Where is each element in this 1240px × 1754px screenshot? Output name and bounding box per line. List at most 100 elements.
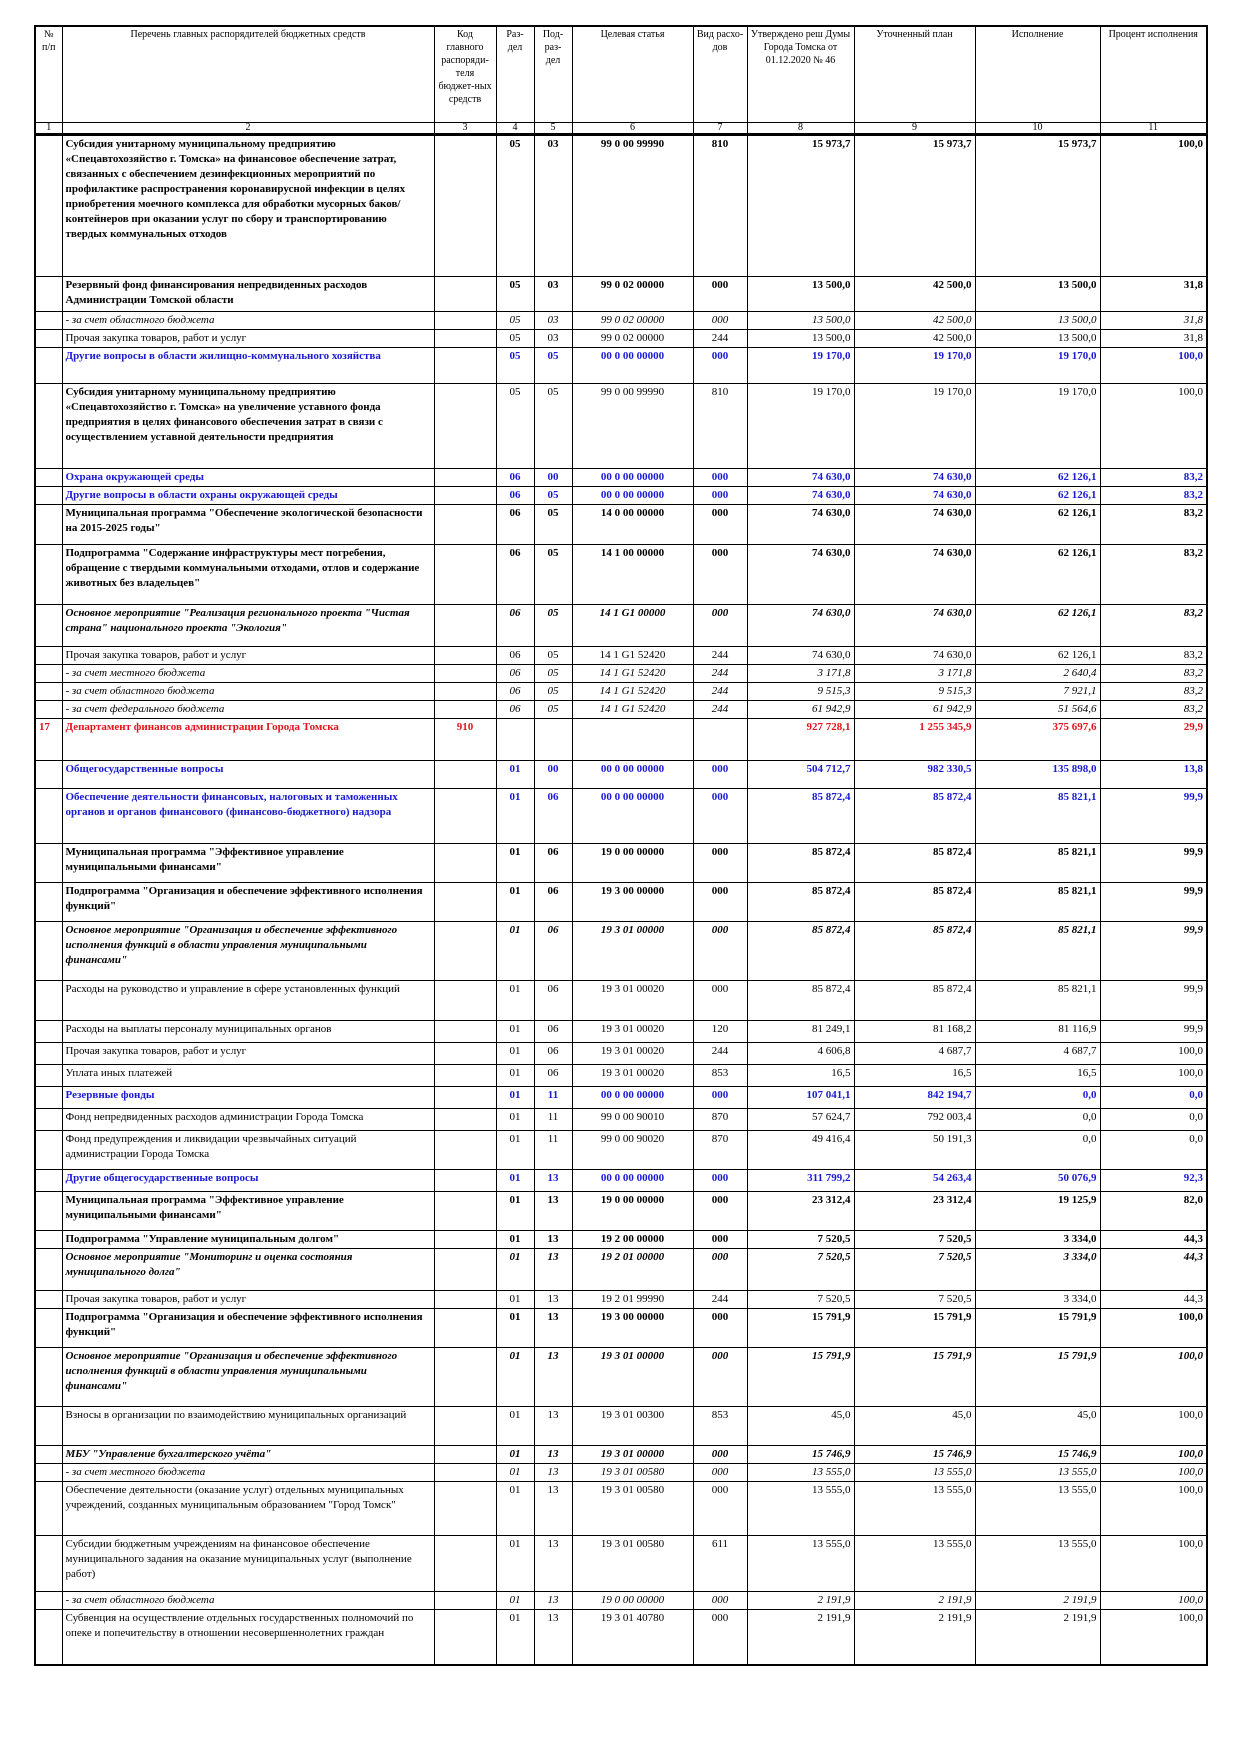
cell: 00 0 00 00000	[571, 1085, 694, 1109]
cell: 19 125,9	[974, 1190, 1101, 1231]
cell: 4 606,8	[746, 1041, 855, 1065]
cell	[433, 1405, 497, 1446]
header-cell: Вид расхо-дов	[692, 25, 748, 123]
cell: 0,0	[974, 1129, 1101, 1170]
cell: 19 3 01 00020	[571, 979, 694, 1021]
cell	[34, 645, 63, 665]
cell: 05	[533, 681, 573, 701]
cell: 13 555,0	[974, 1480, 1101, 1536]
cell: 870	[692, 1107, 748, 1131]
item-name: Основное мероприятие "Организация и обес…	[61, 920, 435, 981]
item-name: Подпрограмма "Содержание инфраструктуры …	[61, 543, 435, 605]
cell: 29,9	[1099, 717, 1208, 761]
cell: 7 520,5	[746, 1229, 855, 1249]
cell: 244	[692, 1041, 748, 1065]
cell: 74 630,0	[853, 467, 976, 487]
cell: 100,0	[1099, 1534, 1208, 1592]
cell: 19 3 01 40780	[571, 1608, 694, 1666]
cell	[34, 310, 63, 330]
cell: 16,5	[853, 1063, 976, 1087]
cell	[433, 1229, 497, 1249]
cell: 810	[692, 382, 748, 469]
cell: 000	[692, 979, 748, 1021]
cell	[34, 1307, 63, 1348]
cell	[433, 1019, 497, 1043]
item-name: Прочая закупка товаров, работ и услуг	[61, 645, 435, 665]
cell: 13 500,0	[746, 328, 855, 348]
column-number: 10	[974, 121, 1101, 136]
cell: 99 0 00 90020	[571, 1129, 694, 1170]
cell: 504 712,7	[746, 759, 855, 789]
cell: 51 564,6	[974, 699, 1101, 719]
cell: 19 3 01 00580	[571, 1462, 694, 1482]
cell: 100,0	[1099, 1462, 1208, 1482]
cell	[34, 920, 63, 981]
cell	[433, 699, 497, 719]
cell: 14 1 G1 00000	[571, 603, 694, 647]
cell	[433, 1168, 497, 1192]
cell: 83,2	[1099, 543, 1208, 605]
cell	[433, 1534, 497, 1592]
cell: 23 312,4	[746, 1190, 855, 1231]
cell	[433, 787, 497, 844]
table-row: - за счет федерального бюджета 06 05 14 1 G…	[34, 699, 1208, 719]
item-name: МБУ "Управление бухгалтерского учёта"	[61, 1444, 435, 1464]
cell: 000	[692, 503, 748, 545]
cell: 000	[692, 1346, 748, 1407]
column-number: 11	[1099, 121, 1208, 136]
item-name: Другие вопросы в области жилищно-коммуна…	[61, 346, 435, 384]
cell: 2 640,4	[974, 663, 1101, 683]
cell: 19 3 01 00300	[571, 1405, 694, 1446]
cell	[34, 275, 63, 312]
cell	[433, 1608, 497, 1666]
item-name: - за счет областного бюджета	[61, 310, 435, 330]
cell: 0,0	[1099, 1129, 1208, 1170]
cell: 000	[692, 1480, 748, 1536]
cell: 83,2	[1099, 485, 1208, 505]
column-number: 2	[61, 121, 435, 136]
cell: 92,3	[1099, 1168, 1208, 1192]
item-name: Общегосударственные вопросы	[61, 759, 435, 789]
cell: 13 555,0	[746, 1462, 855, 1482]
item-name: Муниципальная программа "Обеспечение эко…	[61, 503, 435, 545]
cell: 16,5	[746, 1063, 855, 1087]
cell	[433, 1462, 497, 1482]
cell: 01	[495, 1480, 535, 1536]
cell: 57 624,7	[746, 1107, 855, 1131]
cell: 74 630,0	[746, 603, 855, 647]
cell: 01	[495, 759, 535, 789]
cell	[433, 920, 497, 981]
cell: 03	[533, 133, 573, 277]
table-row: Обеспечение деятельности (оказание услуг…	[34, 1480, 1208, 1536]
item-name: Обеспечение деятельности финансовых, нал…	[61, 787, 435, 844]
cell: 05	[533, 382, 573, 469]
cell: 74 630,0	[853, 543, 976, 605]
cell	[34, 1247, 63, 1291]
cell: 11	[533, 1129, 573, 1170]
header-cell: Уточненный план	[853, 25, 976, 123]
cell: 00 0 00 00000	[571, 346, 694, 384]
cell: 03	[533, 310, 573, 330]
cell	[34, 1063, 63, 1087]
cell	[433, 346, 497, 384]
cell: 13,8	[1099, 759, 1208, 789]
cell: 3 334,0	[974, 1289, 1101, 1309]
item-name: Охрана окружающей среды	[61, 467, 435, 487]
table-row: - за счет областного бюджета 06 05 14 1 G1 …	[34, 681, 1208, 701]
cell: 05	[533, 699, 573, 719]
table-row: Субвенция на осуществление отдельных гос…	[34, 1608, 1208, 1666]
cell: 13	[533, 1346, 573, 1407]
cell: 99,9	[1099, 881, 1208, 922]
cell	[34, 1190, 63, 1231]
cell: 13 500,0	[746, 275, 855, 312]
table-row: Прочая закупка товаров, работ и услуг 01 0…	[34, 1041, 1208, 1065]
cell: 15 746,9	[853, 1444, 976, 1464]
cell	[34, 467, 63, 487]
cell	[34, 787, 63, 844]
table-row: Охрана окружающей среды 06 00 00 0 00 00000…	[34, 467, 1208, 487]
cell: 15 973,7	[853, 133, 976, 277]
cell: 01	[495, 1346, 535, 1407]
cell	[433, 1480, 497, 1536]
cell: 13 555,0	[974, 1534, 1101, 1592]
